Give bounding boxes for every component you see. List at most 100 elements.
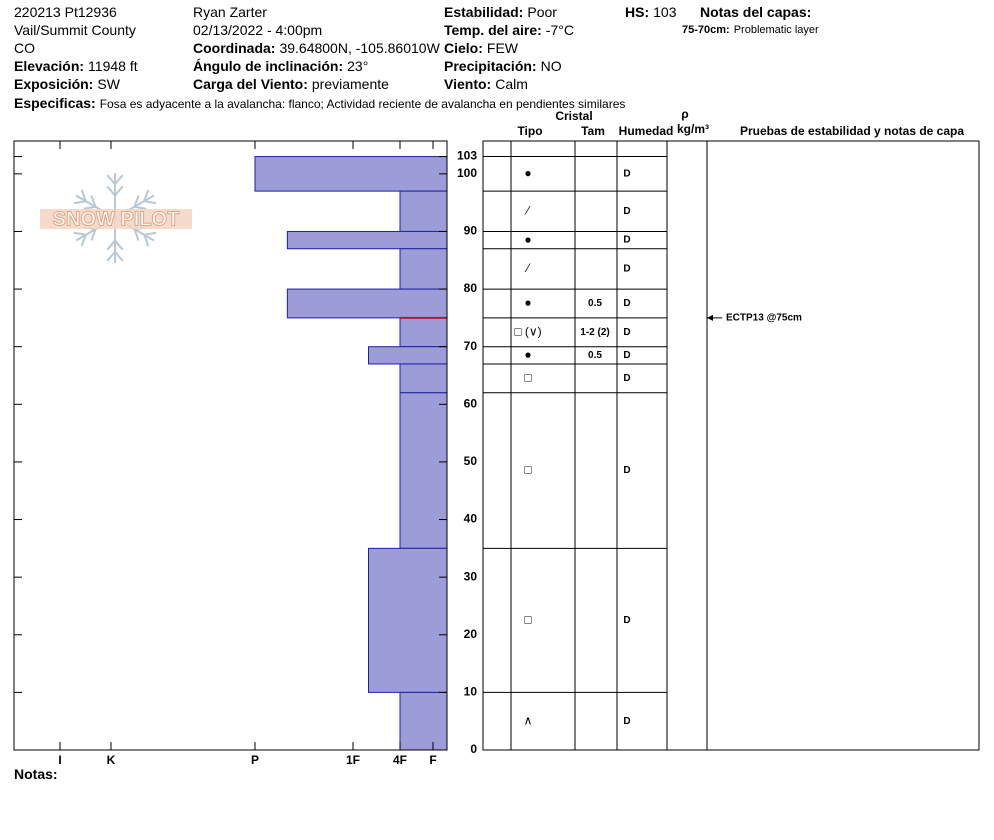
snowflake-branch: [114, 251, 124, 262]
y-tick-label: 60: [464, 396, 478, 410]
x-tick-label: F: [429, 753, 436, 767]
field-label: Ángulo de inclinación:: [193, 58, 344, 74]
hardness-bar: [399, 317, 448, 348]
y-tick-label: 10: [464, 685, 478, 699]
logo-text: SNOW PILOT: [53, 208, 180, 230]
hardness-bar: [399, 248, 448, 290]
field-value: previamente: [311, 76, 389, 92]
moisture: D: [623, 373, 630, 384]
snowflake-branch: [134, 205, 147, 210]
snowflake-branch: [133, 228, 140, 241]
table-frame: [482, 140, 980, 751]
field-label: Coordinada:: [193, 40, 276, 56]
snowflake-branch: [106, 251, 116, 262]
moisture: D: [623, 206, 630, 217]
hardness-bar: [286, 230, 448, 250]
field-value: Calm: [495, 76, 528, 92]
field-label: Carga del Viento:: [193, 76, 308, 92]
field-label: Estabilidad:: [444, 4, 524, 20]
column-header: Tam: [581, 124, 605, 138]
layer-note: 75-70cm: Problematic layer: [682, 24, 819, 36]
grain-size: 0.5: [588, 298, 602, 309]
field: Temp. del aire: -7°C: [444, 22, 574, 38]
specifics-value: Fosa es adyacente a la avalancha: flanco…: [99, 97, 626, 111]
y-tick-label: 80: [464, 281, 478, 295]
x-tick-label: I: [58, 753, 61, 767]
snowflake-branch: [80, 234, 87, 247]
y-tick-label: 20: [464, 627, 478, 641]
specifics-label: Especificas:: [14, 95, 96, 111]
field-label: Viento:: [444, 76, 492, 92]
grain-type: ⁄: [524, 261, 531, 275]
field-label: Temp. del aire:: [444, 22, 542, 38]
grain-type: ●: [524, 296, 531, 310]
moisture: D: [623, 350, 630, 361]
snowflake-branch: [143, 234, 150, 247]
snowflake-branch: [114, 174, 124, 185]
hardness-bar: [399, 392, 448, 549]
test-arrowhead: [707, 314, 713, 321]
field: Viento: Calm: [444, 76, 528, 92]
snowflake-branch: [114, 239, 124, 251]
y-tick-label: 90: [464, 224, 478, 238]
snowflake-branch: [144, 231, 157, 236]
y-tick-label: 100: [457, 166, 477, 180]
grain-type: □: [524, 371, 531, 385]
logo: SNOW PILOT: [40, 173, 192, 263]
plot-frame: [13, 140, 448, 751]
y-tick-label: 0: [470, 742, 477, 756]
field-value: 11948 ft: [88, 58, 138, 74]
grain-type: ●: [524, 348, 531, 362]
snowflake-branch: [83, 205, 96, 210]
field: Coordinada: 39.64800N, -105.86010W: [193, 40, 440, 56]
field-label: HS:: [625, 4, 650, 20]
column-header: Cristal: [555, 109, 592, 123]
location: Vail/Summit County: [14, 22, 136, 38]
hardness-bar: [399, 190, 448, 232]
y-tick-label: 50: [464, 454, 478, 468]
field: Ángulo de inclinación: 23°: [193, 58, 368, 74]
test-label: ECTP13 @75cm: [726, 313, 802, 324]
field: Carga del Viento: previamente: [193, 76, 389, 92]
pit-id: 220213 Pt12936: [14, 4, 117, 20]
field-label: Exposición:: [14, 76, 94, 92]
snowflake-branch: [114, 185, 124, 197]
hardness-bar: [254, 156, 448, 192]
snowflake-branch: [90, 195, 97, 208]
field-value: 103: [653, 4, 677, 20]
observer: Ryan Zarter: [193, 4, 267, 20]
specifics: Especificas: Fosa es adyacente a la avala…: [14, 95, 625, 111]
field-value: -7°C: [545, 22, 574, 38]
grain-type: □: [524, 463, 531, 477]
field-value: Poor: [527, 4, 557, 20]
snowflake-branch: [80, 189, 87, 202]
snowflake-branch: [133, 195, 140, 208]
snowflake-branch: [106, 185, 116, 197]
grain-type: ●: [524, 232, 531, 246]
notes-label: Notas:: [14, 766, 58, 782]
grain-size: 0.5: [588, 350, 602, 361]
grain-type: □: [524, 613, 531, 627]
field-label: Precipitación:: [444, 58, 537, 74]
column-header: Tipo: [517, 124, 542, 138]
field-value: NO: [540, 58, 562, 74]
x-tick-label: 1F: [346, 753, 360, 767]
hardness-bar: [399, 363, 448, 394]
grain-size: 1-2 (2): [580, 327, 609, 338]
field: Elevación: 11948 ft: [14, 58, 138, 74]
field-label: Elevación:: [14, 58, 85, 74]
moisture: D: [623, 465, 630, 476]
field-value: 23°: [347, 58, 369, 74]
field-value: 39.64800N, -105.86010W: [279, 40, 440, 56]
x-tick-label: P: [251, 753, 259, 767]
state: CO: [14, 40, 35, 56]
logo-band: [40, 209, 192, 229]
moisture: D: [623, 298, 630, 309]
moisture: D: [623, 327, 630, 338]
field-label: Cielo:: [444, 40, 483, 56]
field: Estabilidad: Poor: [444, 4, 557, 20]
layer-note-value: Problematic layer: [733, 24, 819, 36]
hardness-bar: [399, 691, 448, 751]
hardness-bar: [286, 288, 448, 319]
